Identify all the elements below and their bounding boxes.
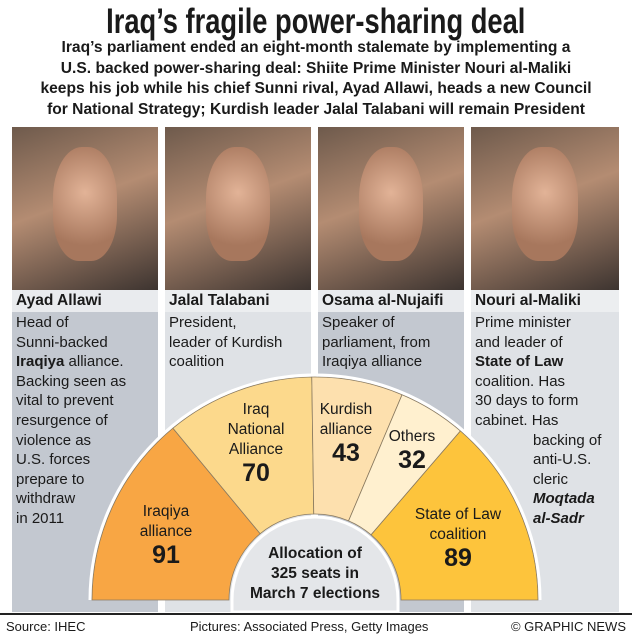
subtitle-line: for National Strategy; Kurdish leader Ja… — [47, 100, 585, 118]
person-description: President, leader of Kurdish coalition — [169, 313, 282, 372]
desc-line: cabinet. Has — [475, 411, 559, 429]
footer-divider — [0, 613, 632, 615]
center-line: March 7 elections — [249, 585, 381, 602]
slice-value: 89 — [444, 544, 472, 572]
chart-outline — [88, 373, 542, 601]
slice-label: coalition — [429, 526, 487, 543]
desc-line: parliament, from — [322, 333, 431, 351]
bold-term: Moqtada — [533, 490, 595, 508]
bold-term: Iraqiya — [16, 353, 65, 371]
person-name: Ayad Allawi — [12, 290, 158, 312]
slice-label: State of Law — [414, 506, 502, 523]
desc-line: State of Law — [475, 352, 601, 372]
desc-line: Speaker of — [322, 314, 395, 331]
desc-line: vital to prevent — [16, 392, 114, 410]
desc-line: Iraqiya alliance — [322, 353, 423, 371]
slice-state-of-law-coalition — [370, 430, 539, 601]
slice-label: Kurdish — [319, 401, 373, 418]
slice-label: Others — [388, 428, 436, 445]
slice-iraqiya-alliance — [91, 427, 261, 601]
subtitle-line: U.S. backed power-sharing deal: Shiite P… — [60, 59, 572, 77]
label-kurdish: Kurdish alliance 43 — [320, 400, 373, 466]
slice-label: alliance — [139, 523, 193, 540]
desc-line: cleric — [533, 470, 569, 488]
person-description: Speaker of parliament, from Iraqiya alli… — [322, 313, 430, 372]
slice-value: 32 — [398, 446, 426, 474]
desc-line: Sunni-backed — [16, 333, 108, 351]
person-name: Jalal Talabani — [165, 290, 311, 312]
desc-text: alliance. — [64, 353, 124, 371]
subtitle-line: keeps his job while his chief Sunni riva… — [40, 80, 592, 97]
desc-line: resurgence of — [16, 411, 108, 429]
desc-line: 30 days to form — [475, 392, 579, 410]
label-iraqiya: Iraqiya alliance 91 — [140, 502, 193, 568]
photo-allawi — [12, 127, 158, 290]
desc-line: U.S. forces — [16, 451, 91, 469]
desc-line: violence as — [16, 431, 92, 449]
desc-line: Head of — [16, 314, 69, 331]
slice-label: National — [227, 421, 285, 438]
desc-line: al-Sadr — [475, 509, 601, 529]
slice-value: 91 — [152, 541, 180, 569]
bold-term: State of Law — [475, 353, 564, 371]
slice-label: alliance — [319, 421, 373, 438]
copyright: © GRAPHIC NEWS — [510, 619, 626, 634]
slice-value: 43 — [332, 439, 360, 467]
slice-value: 70 — [242, 459, 270, 487]
photo-nujaifi — [318, 127, 464, 290]
label-others: Others 32 — [389, 427, 436, 473]
desc-line: in 2011 — [16, 509, 65, 527]
desc-line: Moqtada — [475, 489, 601, 509]
desc-line: coalition. Has — [475, 372, 566, 390]
subtitle: Iraq’s parliament ended an eight-month s… — [0, 38, 632, 120]
slice-label: Iraqiya — [142, 503, 190, 520]
chart-center-label: Allocation of 325 seats in March 7 elect… — [250, 544, 380, 604]
title-text: Iraq’s fragile power-sharing deal — [106, 2, 526, 41]
person-description: Head of Sunni-backed Iraqiya alliance. B… — [16, 313, 126, 529]
person-name: Nouri al-Maliki — [471, 290, 619, 312]
slice-label: Alliance — [228, 441, 284, 458]
center-line: 325 seats in — [271, 565, 359, 582]
subtitle-line: Iraq’s parliament ended an eight-month s… — [61, 39, 571, 56]
desc-line: President, — [169, 314, 237, 331]
desc-line: leader of Kurdish — [169, 333, 283, 351]
person-name: Osama al-Nujaifi — [318, 290, 464, 312]
photo-talabani — [165, 127, 311, 290]
source-note: Source: IHEC — [6, 619, 86, 634]
desc-line: withdraw — [16, 490, 76, 508]
page-title: Iraq’s fragile power-sharing deal — [0, 2, 632, 42]
desc-line: and leader of — [475, 333, 563, 351]
center-line: Allocation of — [268, 545, 362, 562]
bold-term: al-Sadr — [533, 509, 584, 527]
desc-line: anti-U.S. — [533, 451, 592, 469]
desc-line: backing of — [533, 431, 602, 449]
photo-maliki — [471, 127, 619, 290]
desc-line: prepare to — [16, 470, 85, 488]
picture-credits: Pictures: Associated Press, Getty Images — [190, 619, 429, 634]
desc-line: coalition — [169, 353, 225, 371]
label-ina: Iraq National Alliance 70 — [228, 400, 285, 486]
profile-maliki: Nouri al-Maliki Prime minister and leade… — [471, 127, 619, 612]
desc-line: Prime minister — [475, 314, 571, 331]
label-state-of-law: State of Law coalition 89 — [415, 505, 501, 571]
chart-center-hub — [230, 515, 400, 614]
slice-iraq-national-alliance — [172, 376, 315, 535]
desc-line: Backing seen as — [16, 372, 127, 390]
slice-label: Iraq — [242, 401, 270, 418]
person-description: Prime minister and leader of State of La… — [475, 313, 601, 529]
desc-line: Iraqiya alliance. — [16, 352, 126, 372]
